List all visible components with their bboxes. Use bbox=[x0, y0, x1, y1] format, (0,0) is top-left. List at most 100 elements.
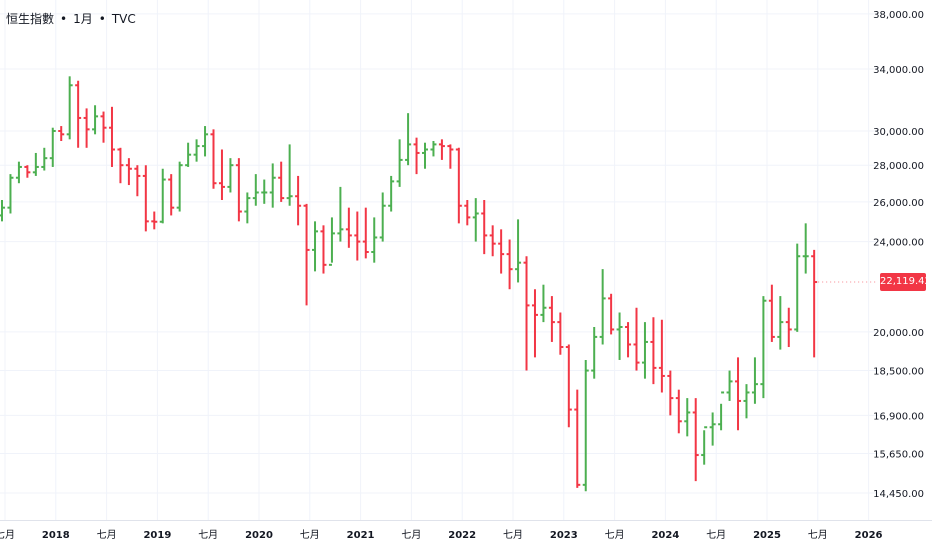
ohlc-bar bbox=[633, 307, 640, 371]
ohlc-bar bbox=[286, 144, 293, 206]
ohlc-bar bbox=[523, 256, 530, 371]
title-separator: • bbox=[98, 12, 106, 26]
ohlc-bar bbox=[58, 126, 65, 142]
ohlc-bar bbox=[464, 200, 471, 226]
ohlc-bar bbox=[252, 174, 259, 206]
ohlc-bar bbox=[472, 198, 479, 242]
ohlc-bar bbox=[15, 161, 22, 184]
x-tick-label: 2022 bbox=[448, 530, 476, 541]
x-tick-label: 七月 bbox=[808, 529, 828, 541]
y-tick-label: 15,650.00 bbox=[873, 449, 924, 460]
ohlc-bar bbox=[0, 200, 5, 222]
ohlc-bar bbox=[24, 165, 31, 178]
ohlc-bar bbox=[726, 370, 733, 401]
ohlc-bar bbox=[278, 161, 285, 202]
ohlc-bar bbox=[261, 179, 268, 204]
ohlc-bar bbox=[312, 221, 319, 272]
ohlc-bar bbox=[345, 207, 352, 248]
x-tick-label: 七月 bbox=[198, 529, 218, 541]
y-tick-label: 26,000.00 bbox=[873, 198, 924, 209]
ohlc-bar bbox=[413, 137, 420, 175]
ohlc-bar bbox=[557, 312, 564, 355]
ohlc-bar bbox=[396, 139, 403, 187]
ohlc-bar bbox=[354, 211, 361, 261]
ohlc-bar bbox=[735, 357, 742, 431]
ohlc-bar bbox=[574, 389, 581, 488]
y-tick-label: 24,000.00 bbox=[873, 238, 924, 249]
ohlc-bars bbox=[0, 76, 818, 492]
ohlc-bar bbox=[244, 192, 251, 224]
x-tick-label: 七月 bbox=[605, 529, 625, 541]
ohlc-bar bbox=[785, 307, 792, 348]
ohlc-bar bbox=[802, 223, 809, 274]
ohlc-bar bbox=[32, 152, 39, 176]
x-tick-label: 七月 bbox=[706, 529, 726, 541]
ohlc-bar bbox=[430, 141, 437, 157]
ohlc-bar bbox=[66, 76, 73, 140]
ohlc-bar bbox=[701, 426, 708, 465]
ohlc-bar bbox=[608, 293, 615, 335]
ohlc-bar bbox=[371, 217, 378, 263]
ohlc-bar bbox=[760, 296, 767, 399]
ohlc-bar bbox=[49, 127, 56, 167]
x-tick-label: 2023 bbox=[550, 530, 578, 541]
y-tick-label: 34,000.00 bbox=[873, 65, 924, 76]
ohlc-bar bbox=[176, 161, 183, 212]
ohlc-bar bbox=[650, 317, 657, 385]
ohlc-bar bbox=[379, 192, 386, 242]
ohlc-bar bbox=[667, 370, 674, 416]
ohlc-bar bbox=[422, 142, 428, 169]
x-tick-label: 2020 bbox=[245, 530, 273, 541]
x-tick-label: 2021 bbox=[347, 530, 375, 541]
ohlc-bar bbox=[582, 359, 589, 492]
ohlc-bar bbox=[362, 207, 369, 259]
ohlc-bar bbox=[388, 175, 395, 212]
ohlc-bar bbox=[142, 165, 149, 232]
ohlc-bar bbox=[625, 322, 632, 358]
ohlc-bar bbox=[692, 398, 699, 482]
ohlc-bar bbox=[134, 165, 141, 197]
y-tick-label: 16,900.00 bbox=[873, 411, 924, 422]
x-tick-label: 2019 bbox=[143, 530, 171, 541]
ohlc-bar bbox=[455, 147, 462, 224]
ohlc-bar bbox=[193, 139, 200, 162]
ohlc-bar bbox=[709, 412, 716, 446]
ohlc-bar bbox=[675, 389, 682, 434]
time-axis[interactable]: 七月 2018 七月 2019 七月 2020 七月 2021 七月 2022 七月 2023 七月 20… bbox=[0, 529, 883, 541]
ohlc-bar bbox=[531, 289, 538, 358]
ohlc-bar bbox=[235, 158, 242, 222]
y-tick-label: 20,000.00 bbox=[873, 328, 924, 339]
symbol-name: 恒生指數 bbox=[6, 12, 55, 26]
ohlc-bar bbox=[41, 147, 48, 171]
ohlc-bar bbox=[320, 225, 327, 274]
ohlc-bar bbox=[540, 284, 547, 323]
ohlc-bar bbox=[599, 269, 606, 345]
ohlc-bar bbox=[616, 312, 623, 360]
source-label: TVC bbox=[111, 12, 136, 26]
price-axis[interactable]: 38,000.00 34,000.00 30,000.00 28,000.00 26,0… bbox=[873, 10, 924, 500]
ohlc-bar bbox=[210, 129, 217, 189]
ohlc-bar bbox=[718, 391, 725, 431]
y-tick-label: 30,000.00 bbox=[873, 127, 924, 138]
ohlc-bar bbox=[328, 217, 335, 266]
ohlc-bar bbox=[202, 126, 209, 157]
ohlc-bar bbox=[117, 147, 124, 184]
chart-grid bbox=[0, 0, 932, 521]
ohlc-bar bbox=[768, 284, 775, 342]
x-tick-label: 七月 bbox=[401, 529, 421, 541]
ohlc-bar bbox=[159, 168, 166, 224]
ohlc-bar bbox=[75, 80, 82, 148]
last-price-badge: 22,119.42 bbox=[880, 273, 931, 292]
x-tick-label: 七月 bbox=[300, 529, 320, 541]
ohlc-bar bbox=[92, 105, 99, 135]
x-tick-label: 七月 bbox=[503, 529, 523, 541]
ohlc-bar bbox=[108, 106, 115, 167]
ohlc-bar bbox=[438, 139, 445, 160]
ohlc-bar bbox=[489, 225, 496, 257]
ohlc-bar bbox=[269, 163, 276, 208]
ohlc-bar bbox=[794, 243, 801, 332]
ohlc-bar bbox=[168, 174, 175, 216]
ohlc-bar bbox=[641, 322, 648, 379]
chart-title[interactable]: 恒生指數 • 1月 • TVC bbox=[6, 10, 136, 27]
